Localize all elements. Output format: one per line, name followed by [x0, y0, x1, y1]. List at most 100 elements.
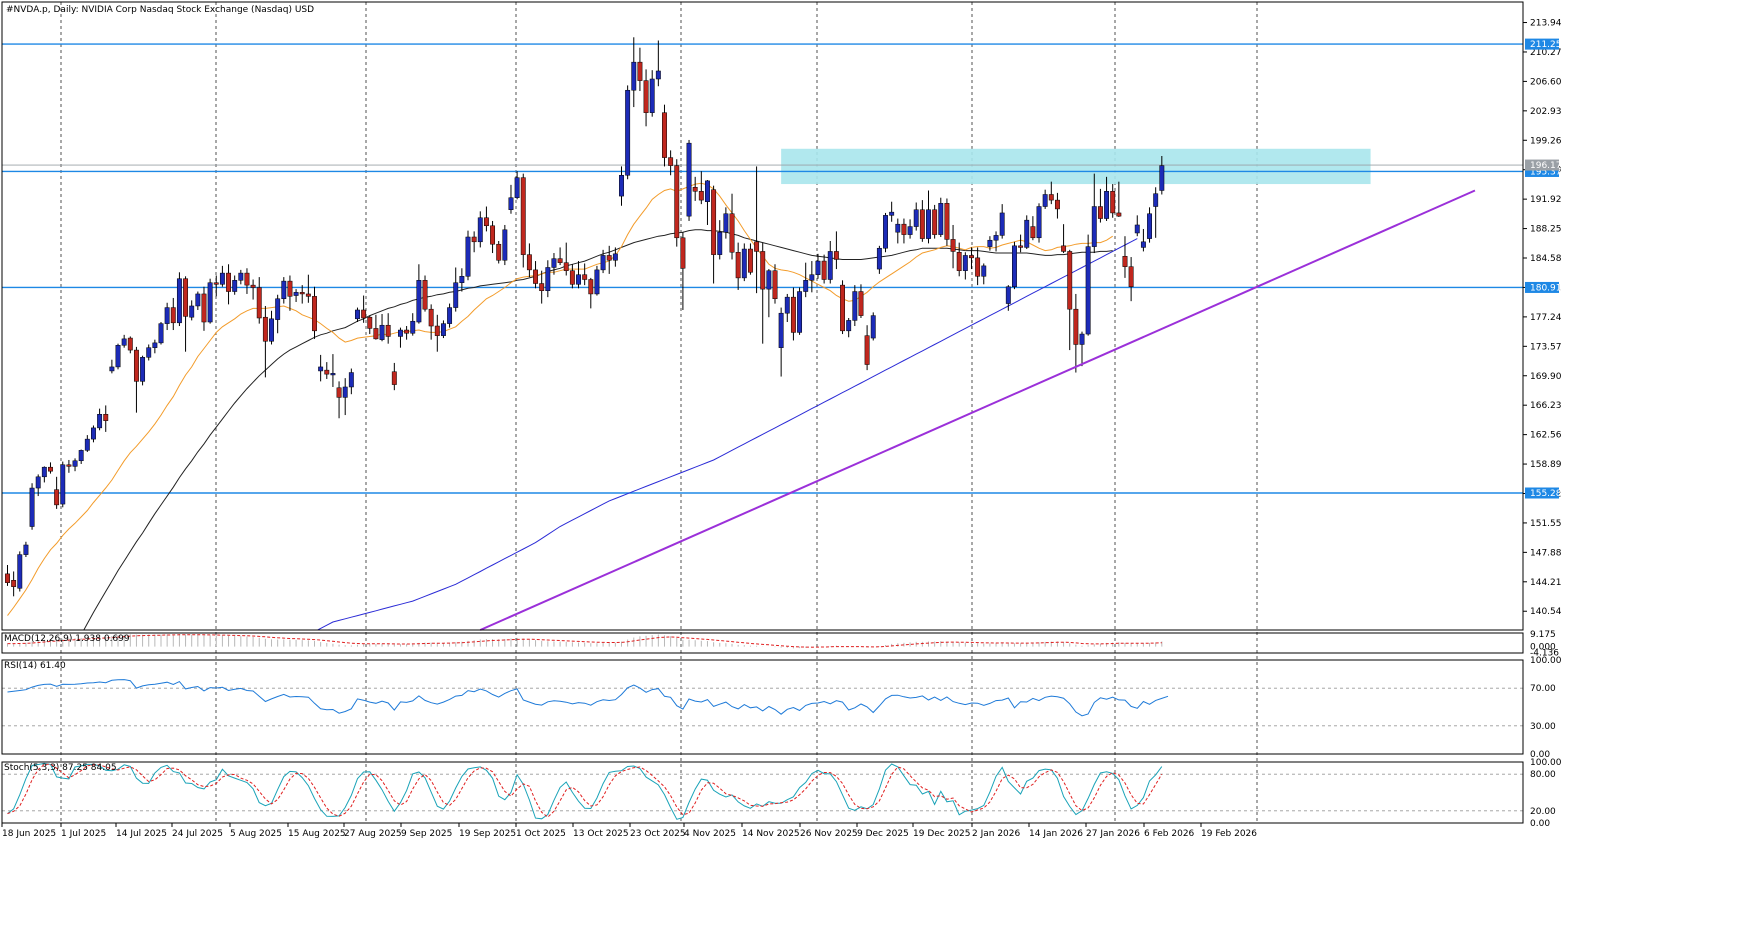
candle-body — [453, 282, 459, 308]
date-tick-label: 19 Feb 2026 — [1201, 829, 1257, 839]
stoch-axis-label: 100.00 — [1530, 758, 1562, 768]
rsi-axis-label: 100.00 — [1530, 656, 1562, 666]
candle-body — [539, 283, 545, 291]
candle-body — [962, 255, 968, 271]
candle-body — [1005, 286, 1011, 304]
candle-body — [496, 243, 502, 261]
candle-body — [385, 324, 391, 337]
candle-body — [305, 293, 311, 297]
price-tick-label: 202.93 — [1530, 107, 1562, 117]
candle-body — [1128, 266, 1134, 287]
candle-body — [391, 371, 397, 385]
candle-body — [950, 239, 956, 252]
candle-body — [103, 414, 109, 421]
candle-body — [97, 414, 103, 429]
candle-body — [508, 197, 514, 210]
candle-body — [576, 274, 581, 285]
candle-body — [477, 217, 483, 243]
macd-axis-label: 0.000 — [1530, 643, 1556, 653]
candle-body — [281, 280, 287, 300]
candle-body — [514, 177, 520, 198]
candle-body — [864, 335, 870, 365]
zone-layer — [781, 148, 1371, 185]
price-tick-label: 177.24 — [1530, 313, 1562, 323]
candle-body — [146, 347, 152, 358]
date-tick-label: 6 Feb 2026 — [1144, 829, 1195, 839]
candle-body — [330, 373, 336, 376]
candle-body — [883, 215, 888, 249]
candle-body — [416, 280, 422, 323]
candle-body — [60, 464, 66, 505]
candle-body — [969, 255, 974, 259]
candle-body — [594, 269, 600, 295]
candle-body — [78, 450, 84, 462]
candle-body — [1054, 199, 1060, 210]
candle-body — [440, 323, 446, 336]
candle-body — [1012, 245, 1017, 287]
candle-body — [1036, 206, 1042, 239]
pane-frame — [1, 1, 1524, 631]
resistance-zone — [781, 148, 1371, 185]
candle-body — [318, 366, 324, 372]
candle-body — [735, 251, 741, 279]
candle-body — [686, 142, 692, 217]
candle-body — [870, 315, 876, 339]
candle-body — [23, 544, 29, 555]
candle-body — [201, 293, 207, 323]
candle-body — [858, 291, 864, 316]
candle-body — [158, 323, 164, 344]
ma-fast-line — [7, 182, 1113, 616]
candle-body — [833, 251, 839, 260]
date-tick-label: 27 Jan 2026 — [1086, 829, 1140, 839]
candle-body — [563, 262, 569, 271]
candle-body — [588, 279, 594, 295]
candle-body — [705, 180, 710, 202]
date-tick-label: 14 Jul 2025 — [116, 829, 167, 839]
candle-body — [11, 580, 17, 587]
pane-titles: #NVDA.p, Daily: NVIDIA Corp Nasdaq Stock… — [4, 5, 314, 773]
candle-body — [1079, 333, 1085, 345]
candle-body — [17, 554, 23, 589]
candle-body — [956, 251, 962, 271]
date-axis: 18 Jun 2025 1 Jul 2025 14 Jul 2025 24 Jul 2… — [1, 823, 1257, 839]
candle-body — [901, 223, 907, 235]
macd-axis-label: 9.175 — [1530, 630, 1556, 640]
stoch-axis-label: 80.00 — [1530, 770, 1556, 780]
candle-body — [668, 157, 674, 166]
candle-body — [127, 337, 133, 351]
price-tick-label: 162.56 — [1530, 431, 1562, 441]
price-tick-label: 184.58 — [1530, 254, 1562, 264]
candle-body — [674, 165, 680, 239]
pane-frames — [1, 1, 1524, 824]
price-tick-label: 199.26 — [1530, 136, 1562, 146]
candle-body — [1097, 206, 1103, 219]
candle-body — [115, 345, 121, 368]
candle-body — [170, 307, 176, 324]
candle-body — [1042, 194, 1048, 207]
date-tick-label: 1 Oct 2025 — [516, 829, 566, 839]
candle-body — [121, 338, 127, 346]
candle-body — [876, 247, 882, 270]
candle-body — [760, 251, 766, 290]
candle-body — [502, 229, 508, 261]
candle-body — [631, 61, 637, 91]
price-tick-label: 188.25 — [1530, 225, 1562, 235]
candle-body — [299, 292, 305, 295]
date-tick-label: 9 Sep 2025 — [401, 829, 452, 839]
candle-body — [72, 460, 78, 467]
price-tick-label: 206.60 — [1530, 77, 1562, 87]
candle-body — [66, 464, 72, 467]
candle-body — [176, 278, 182, 324]
price-tick-label: 140.54 — [1530, 607, 1562, 617]
candle-body — [1018, 245, 1024, 248]
candle-body — [1030, 226, 1036, 239]
ma-mid-line — [83, 229, 1113, 630]
rsi-axis-label: 0.00 — [1530, 750, 1550, 760]
candle-body — [981, 265, 987, 277]
candle-body — [520, 177, 526, 255]
candle-body — [1085, 246, 1091, 335]
level-price-label: 180.91 — [1530, 283, 1562, 293]
candle-body — [889, 211, 895, 216]
level-price-tag — [1525, 38, 1559, 50]
candle-body — [1153, 193, 1159, 207]
